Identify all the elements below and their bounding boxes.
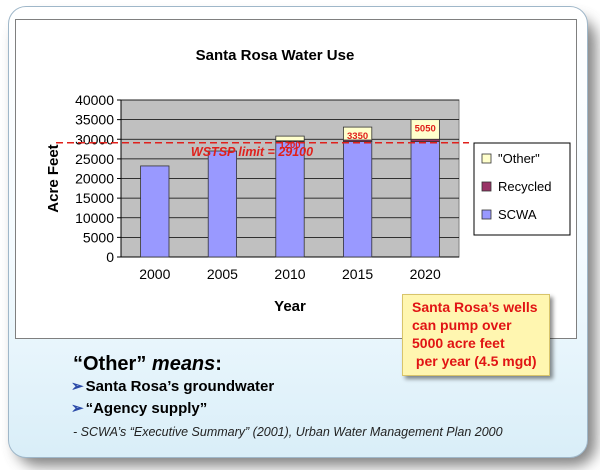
bar-segment	[275, 141, 305, 258]
bar-segment	[343, 141, 373, 258]
y-axis-label: Acre Feet	[45, 144, 62, 212]
bar-segment	[275, 135, 305, 142]
bullet-agency-supply: ➢ “Agency supply”	[71, 399, 207, 417]
bar-segment	[410, 141, 440, 258]
y-tick-label: 0	[106, 249, 114, 265]
y-tick-label: 5000	[83, 229, 114, 245]
bar-segment	[207, 150, 237, 258]
bullet-arrow-icon: ➢	[71, 400, 84, 417]
y-tick-label: 10000	[75, 210, 114, 226]
x-tick-label: 2010	[274, 266, 305, 282]
chart-title: Santa Rosa Water Use	[196, 47, 355, 64]
wstsp-limit-label: WSTSP limit = 29100	[191, 145, 313, 159]
legend-swatch	[481, 153, 492, 164]
y-tick-label: 25000	[75, 151, 114, 167]
source-citation: - SCWA’s “Executive Summary” (2001), Urb…	[73, 425, 503, 439]
bar-segment	[410, 119, 440, 140]
x-tick-label: 2000	[139, 266, 170, 282]
x-tick-label: 2020	[410, 266, 441, 282]
heading-colon: :	[215, 353, 222, 375]
y-tick-label: 30000	[75, 131, 114, 147]
bullet-arrow-icon: ➢	[71, 378, 84, 395]
means-word: means	[151, 353, 216, 375]
x-axis-label: Year	[274, 298, 306, 315]
y-tick-label: 35000	[75, 112, 114, 128]
slide: Santa Rosa Water Use 0 5000 10000 15000 20000…	[8, 6, 588, 458]
bar-segment	[343, 126, 373, 141]
other-word: “Other”	[73, 353, 147, 375]
bar-segment	[140, 165, 170, 258]
bar-data-label: 1200	[279, 140, 300, 151]
wells-callout: Santa Rosa’s wells can pump over 5000 ac…	[402, 294, 550, 376]
x-tick-label: 2005	[207, 266, 238, 282]
x-tick-label: 2015	[342, 266, 373, 282]
bullet-text: Santa Rosa’s groundwater	[85, 378, 275, 395]
y-tick-label: 20000	[75, 171, 114, 187]
y-tick-label: 40000	[75, 92, 114, 108]
legend-label: Recycled	[498, 179, 551, 194]
legend-swatch	[481, 209, 492, 220]
bar-data-label: 5050	[415, 124, 436, 135]
chart-area: Santa Rosa Water Use 0 5000 10000 15000 20000…	[15, 19, 577, 339]
legend-label: "Other"	[498, 151, 540, 166]
bullet-groundwater: ➢ Santa Rosa’s groundwater	[71, 377, 274, 395]
water-use-chart: Santa Rosa Water Use 0 5000 10000 15000 20000…	[45, 47, 571, 315]
other-means-heading: “Other” means:	[73, 353, 222, 376]
y-tick-label: 15000	[75, 190, 114, 206]
bar-data-label: 3350	[347, 131, 368, 142]
bullet-text: “Agency supply”	[85, 400, 208, 417]
legend-swatch	[481, 181, 492, 192]
legend-label: SCWA	[498, 207, 537, 222]
